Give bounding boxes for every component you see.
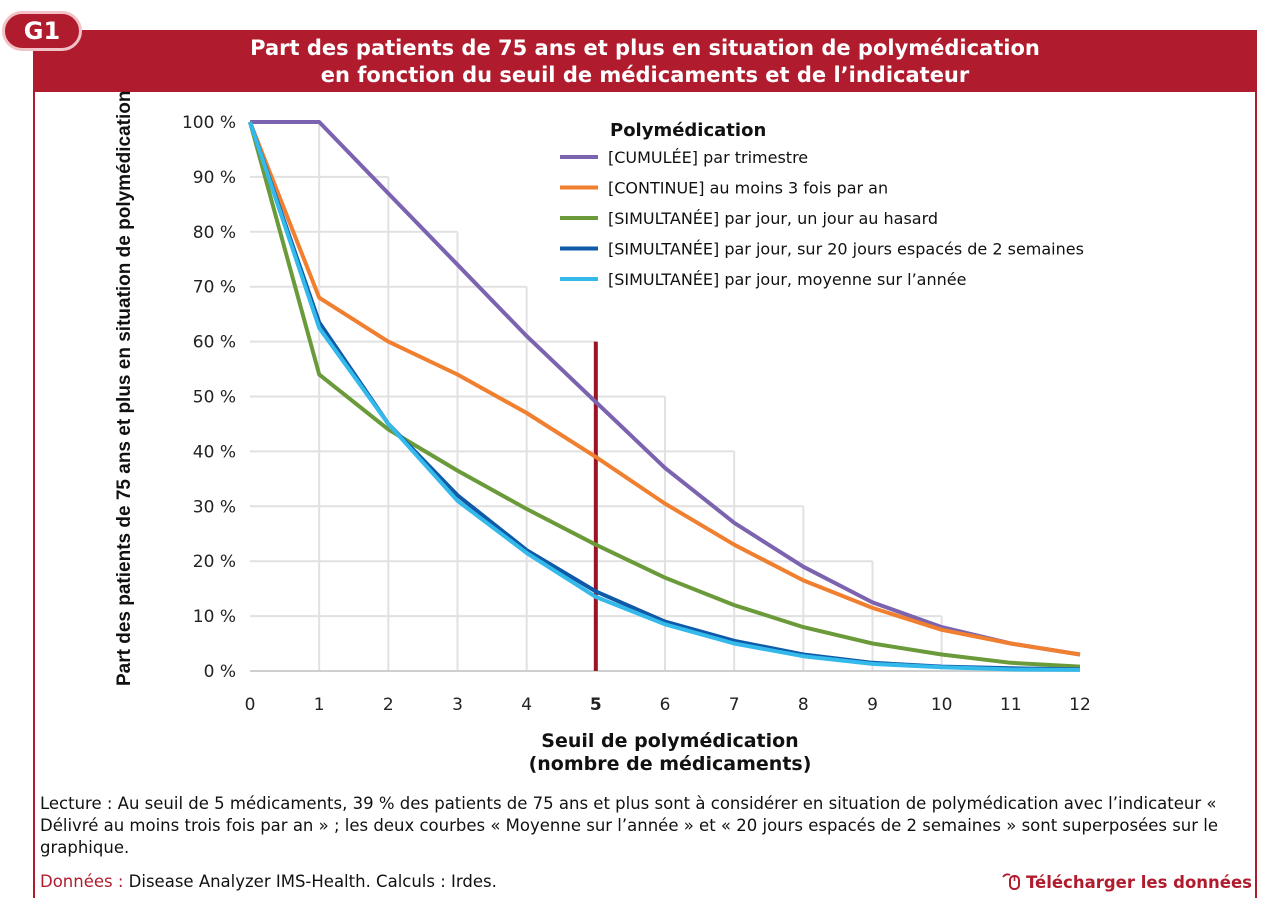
legend: Polymédication [CUMULÉE] par trimestre [CO… [560, 120, 1084, 289]
y-tick-label: 10 % [193, 607, 236, 627]
x-tick-label: 5 [590, 695, 602, 715]
x-tick-label: 10 [931, 695, 953, 715]
download-data-label: Télécharger les données [1025, 873, 1252, 892]
series-line-1 [250, 120, 1081, 657]
y-tick-label: 40 % [193, 442, 236, 462]
y-tick-label: 100 % [182, 113, 236, 133]
series-line-3 [248, 121, 1081, 669]
x-tick-label: 7 [729, 695, 740, 715]
y-tick-label: 70 % [193, 278, 236, 298]
y-tick-label: 50 % [193, 388, 236, 408]
line-chart: 0 % 10 % 20 % 30 % 40 % 50 % 60 % 70 % 80 % 90 % 1… [182, 113, 1091, 715]
series-lines [248, 120, 1081, 672]
figure-badge: G1 [2, 11, 82, 51]
x-tick-label: 11 [1000, 695, 1022, 715]
y-tick-label: 80 % [193, 223, 236, 243]
x-tick-label: 2 [383, 695, 394, 715]
x-tick-label: 1 [314, 695, 325, 715]
chart-title: Part des patients de 75 ans et plus en s… [33, 30, 1257, 92]
legend-entry: [CUMULÉE] par trimestre [608, 148, 808, 167]
series-line-2 [248, 121, 1081, 657]
y-axis-label: Part des patients de 75 ans et plus en s… [114, 90, 135, 686]
x-tick-label: 3 [452, 695, 463, 715]
data-source-label: Données : [40, 872, 124, 891]
chart-title-line2: en fonction du seuil de médicaments et d… [320, 63, 970, 87]
x-tick-label: 6 [660, 695, 671, 715]
y-tick-label: 60 % [193, 333, 236, 353]
y-tick-label: 0 % [204, 662, 236, 682]
x-tick-label: 0 [245, 695, 256, 715]
legend-entry: [SIMULTANÉE] par jour, un jour au hasard [608, 209, 938, 228]
y-tick-label: 20 % [193, 552, 236, 572]
y-axis: 0 % 10 % 20 % 30 % 40 % 50 % 60 % 70 % 80 % 90 % 1… [182, 113, 236, 682]
chart-title-line1: Part des patients de 75 ans et plus en s… [250, 36, 1040, 60]
x-axis: 0 1 2 3 4 5 6 7 8 9 10 11 12 [245, 695, 1091, 715]
x-axis-label: Seuil de polymédication (nombre de médic… [400, 730, 940, 776]
download-data-link[interactable]: Télécharger les données [1002, 872, 1252, 892]
x-axis-label-line1: Seuil de polymédication [541, 730, 799, 752]
legend-entry: [SIMULTANÉE] par jour, moyenne sur l’ann… [608, 270, 966, 289]
reading-note: Lecture : Au seuil de 5 médicaments, 39 … [40, 794, 1219, 857]
x-tick-label: 12 [1069, 695, 1091, 715]
x-axis-label-line2: (nombre de médicaments) [528, 753, 812, 775]
data-source: Données : Disease Analyzer IMS-Health. C… [40, 872, 497, 891]
legend-entry: [CONTINUE] au moins 3 fois par an [608, 179, 888, 198]
x-tick-label: 9 [867, 695, 878, 715]
grid [250, 122, 1080, 672]
legend-title: Polymédication [610, 120, 766, 141]
y-tick-label: 90 % [193, 168, 236, 188]
mouse-click-icon [1002, 873, 1020, 890]
x-tick-label: 8 [798, 695, 809, 715]
x-tick-label: 4 [521, 695, 532, 715]
figure-frame [33, 30, 1257, 898]
y-tick-label: 30 % [193, 497, 236, 517]
series-line-5 [248, 121, 1081, 672]
legend-entry: [SIMULTANÉE] par jour, sur 20 jours espa… [608, 240, 1084, 259]
data-source-text: Disease Analyzer IMS-Health. Calculs : I… [128, 872, 497, 891]
